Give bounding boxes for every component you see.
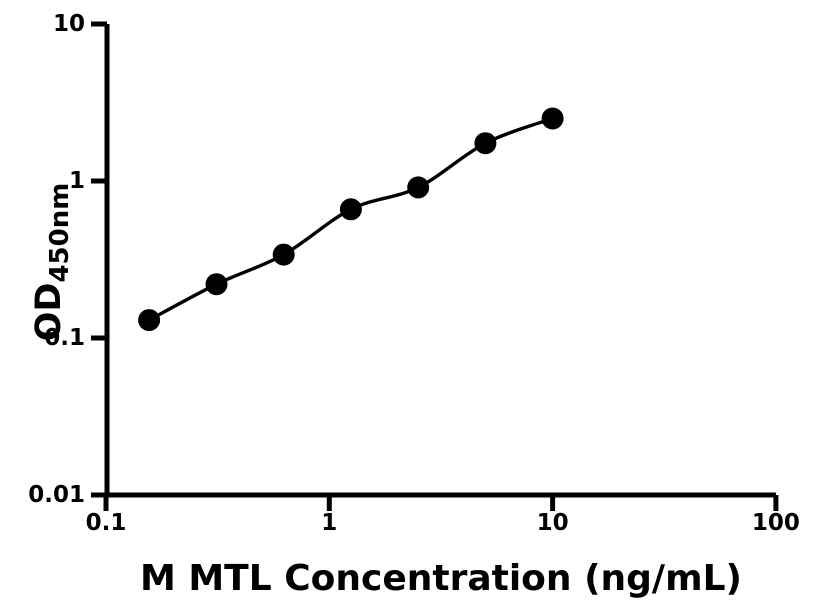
y-tick-label: 1 xyxy=(69,168,85,194)
y-tick-label: 0.1 xyxy=(44,325,85,351)
x-tick-label: 1 xyxy=(321,510,337,536)
axis-spine xyxy=(104,24,776,498)
data-point xyxy=(138,309,161,332)
data-point xyxy=(407,176,430,199)
x-tick-label: 100 xyxy=(752,510,800,536)
y-tick-label: 0.01 xyxy=(28,482,85,508)
data-point xyxy=(339,198,362,221)
y-axis-title: OD450nm xyxy=(29,183,75,342)
data-point xyxy=(205,273,228,296)
x-axis-title: M MTL Concentration (ng/mL) xyxy=(140,558,742,599)
data-point xyxy=(474,132,497,155)
x-tick-label: 10 xyxy=(537,510,569,536)
y-axis-title-main: OD xyxy=(29,282,69,342)
x-tick-label: 0.1 xyxy=(86,510,127,536)
y-tick-label: 10 xyxy=(53,11,85,37)
data-point xyxy=(541,107,564,130)
y-axis-title-subscript: 450nm xyxy=(45,182,75,283)
data-point xyxy=(272,243,295,266)
